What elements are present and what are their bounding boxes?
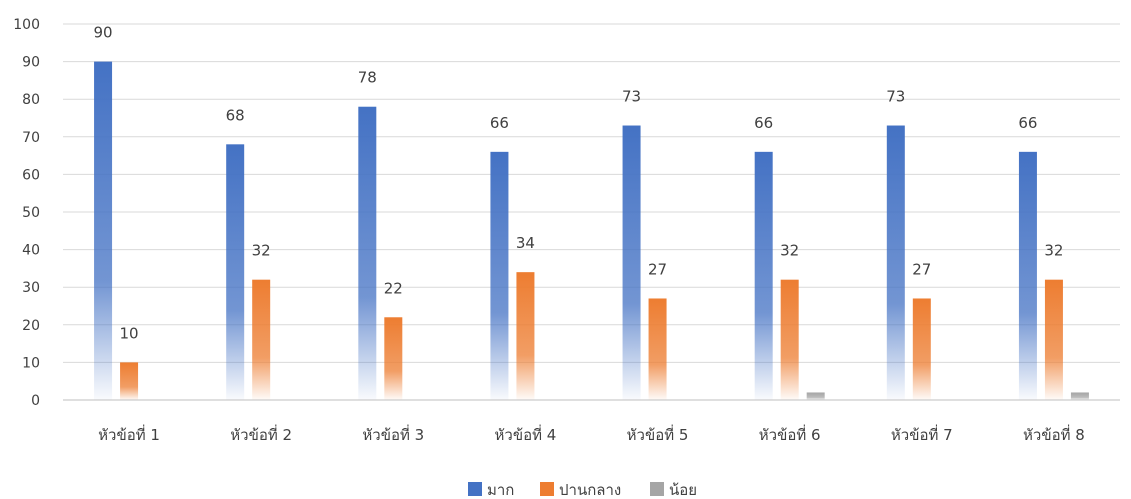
bar-2-4: [516, 272, 535, 400]
x-axis: หัวข้อที่ 1 หัวข้อที่ 2 หัวข้อที่ 3 หัวข้อท…: [63, 399, 1120, 444]
bar-1-6: [754, 151, 773, 400]
x-tick-label: หัวข้อที่ 6: [759, 424, 821, 444]
data-label: 32: [252, 242, 271, 260]
data-label: 32: [780, 242, 799, 260]
x-tick-label: หัวข้อที่ 1: [98, 424, 160, 444]
y-tick-label: 10: [22, 355, 40, 371]
y-tick-label: 70: [22, 130, 40, 146]
bar-series: [94, 61, 1089, 401]
y-tick-label: 20: [22, 318, 40, 334]
x-tick-label: หัวข้อที่ 3: [362, 424, 424, 444]
data-label: 27: [648, 260, 667, 278]
data-label: 73: [622, 88, 641, 106]
data-label: 34: [516, 234, 535, 252]
y-tick-label: 100: [13, 17, 40, 33]
data-label: 90: [94, 24, 113, 42]
data-label: 32: [1044, 242, 1063, 260]
data-label: 68: [226, 106, 245, 124]
y-tick-label: 60: [22, 167, 40, 183]
y-axis: 0 10 20 30 40 50 60 70 80 90 100: [13, 17, 40, 409]
bar-2-8: [1044, 279, 1063, 400]
bar-1-5: [622, 125, 641, 401]
y-tick-label: 30: [22, 280, 40, 296]
data-label: 22: [384, 279, 403, 297]
bar-1-1: [94, 61, 113, 400]
x-tick-label: หัวข้อที่ 4: [495, 424, 557, 444]
x-tick-label: หัวข้อที่ 2: [230, 424, 292, 444]
y-tick-label: 80: [22, 92, 40, 108]
bar-2-5: [648, 298, 667, 400]
x-tick-label: หัวข้อที่ 5: [627, 424, 689, 444]
data-label: 66: [754, 114, 773, 132]
bar-2-7: [912, 298, 931, 400]
data-label: 78: [358, 69, 377, 87]
bar-1-4: [490, 151, 509, 400]
bar-1-7: [886, 125, 905, 401]
y-tick-label: 40: [22, 243, 40, 259]
data-labels: 90 10 68 32 78 22 66 34 73 27 66 32 73 27 66 32: [94, 24, 1064, 343]
data-label: 66: [1018, 114, 1037, 132]
legend-label: น้อย: [669, 481, 697, 499]
y-tick-label: 90: [22, 55, 40, 71]
y-tick-label: 0: [31, 393, 40, 409]
y-tick-label: 50: [22, 205, 40, 221]
bar-1-3: [358, 106, 377, 400]
bar-1-2: [226, 144, 245, 400]
data-label: 66: [490, 114, 509, 132]
data-label: 73: [886, 88, 905, 106]
legend-swatch: [468, 482, 482, 496]
legend-swatch: [540, 482, 554, 496]
legend: มาก ปานกลาง น้อย: [468, 481, 697, 499]
legend-label: มาก: [487, 481, 514, 499]
bar-2-1: [120, 362, 139, 400]
data-label: 27: [912, 260, 931, 278]
bar-1-8: [1018, 151, 1037, 400]
data-label: 10: [120, 324, 139, 342]
bar-2-3: [384, 317, 403, 400]
legend-swatch: [650, 482, 664, 496]
bar-2-6: [780, 279, 799, 400]
legend-label: ปานกลาง: [559, 481, 621, 499]
bar-2-2: [252, 279, 271, 400]
x-tick-label: หัวข้อที่ 7: [891, 424, 953, 444]
x-tick-label: หัวข้อที่ 8: [1023, 424, 1085, 444]
grid-lines: [63, 23, 1120, 401]
bar-3-6: [806, 392, 825, 400]
bar-3-8: [1070, 392, 1089, 400]
